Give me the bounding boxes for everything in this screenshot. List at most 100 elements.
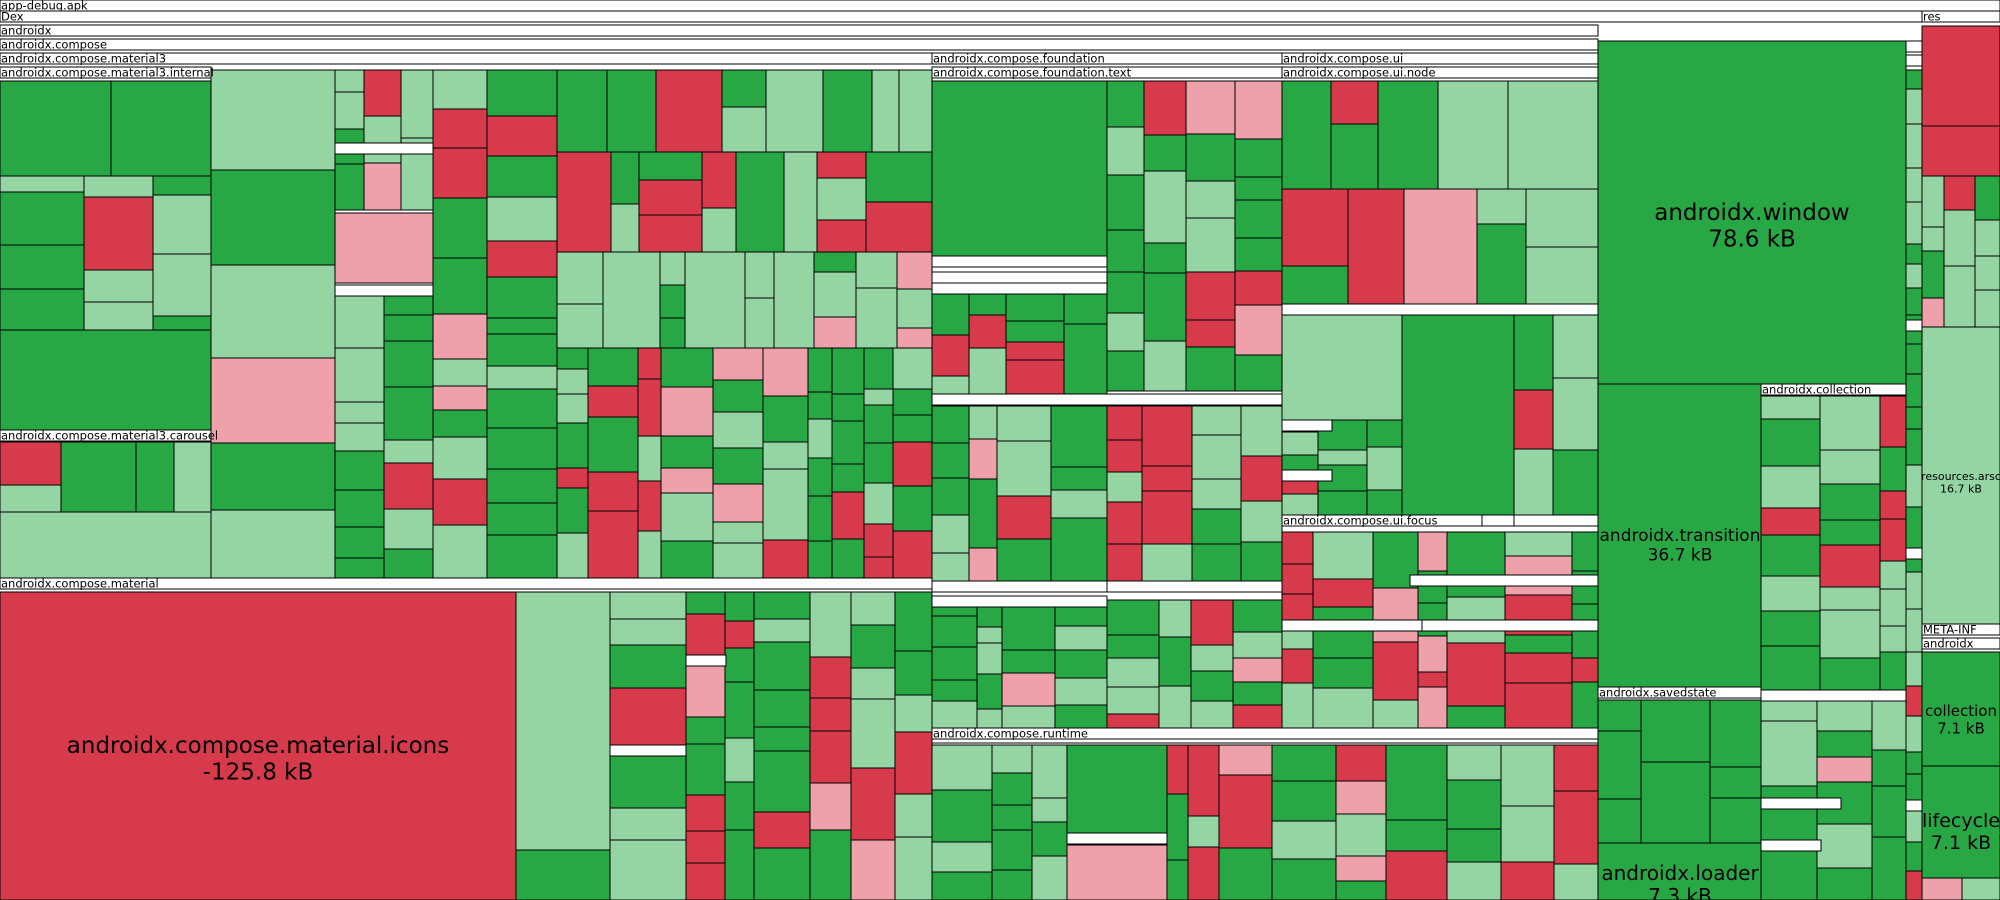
treemap-cell [712, 542, 764, 579]
treemap-cell [1312, 531, 1374, 580]
group-header [0, 66, 212, 79]
treemap-cell [1879, 625, 1907, 653]
treemap-cell [638, 151, 703, 181]
treemap-cell [685, 613, 726, 656]
treemap-cell [587, 510, 639, 579]
node-collection [1921, 651, 2000, 767]
group-label: androidx.compose.ui.node [1283, 66, 1436, 80]
treemap-cell [863, 556, 894, 579]
treemap-cell [1905, 870, 1923, 900]
treemap-cell [334, 401, 385, 424]
treemap-cell [762, 468, 809, 541]
treemap-cell [850, 767, 896, 841]
treemap-cell [753, 726, 811, 752]
treemap-cell [0, 441, 62, 486]
node-window [1597, 40, 1907, 385]
treemap-cell [1063, 323, 1108, 395]
treemap-cell [1905, 464, 1923, 508]
treemap-cell [1921, 250, 1945, 299]
treemap-cell [1240, 455, 1283, 502]
treemap-cell [1500, 744, 1555, 807]
treemap-cell [210, 169, 336, 266]
treemap-cell [1879, 560, 1907, 590]
treemap-cell [892, 388, 933, 416]
treemap-cell [968, 314, 1007, 349]
treemap-cell [892, 530, 933, 579]
treemap-cell [850, 667, 896, 700]
treemap-cell [724, 781, 755, 831]
group-label: androidx.compose.foundation.text [933, 66, 1132, 80]
empty-node [1905, 319, 1923, 332]
treemap-cell [655, 69, 723, 153]
lifecycle-name: lifecycle [1922, 810, 2000, 832]
group-header [0, 577, 933, 590]
treemap-cell [1218, 744, 1273, 776]
empty-node [334, 284, 434, 297]
treemap-cell [1187, 846, 1220, 900]
treemap-cell [334, 526, 385, 559]
treemap-cell [1218, 774, 1273, 849]
treemap-cell [660, 540, 714, 579]
group-label: androidx.compose.material3.internal [1, 66, 214, 80]
treemap-cell [1401, 304, 1515, 516]
treemap-cell [1141, 490, 1193, 545]
treemap-cell [1417, 531, 1448, 572]
treemap-cell [996, 495, 1052, 540]
treemap-cell [1385, 819, 1448, 852]
treemap-cell [1141, 465, 1193, 492]
treemap-cell [1905, 807, 1923, 843]
treemap-cell [556, 347, 589, 370]
treemap-cell [931, 615, 978, 648]
treemap-cell [724, 647, 755, 683]
treemap-cell [1005, 289, 1065, 322]
treemap-cell [1366, 446, 1403, 491]
treemap-cell [753, 847, 811, 900]
treemap-cell [753, 750, 811, 813]
group-label: Dex [1, 10, 24, 24]
empty-node [1281, 419, 1333, 432]
treemap-cell [931, 334, 970, 377]
treemap-cell [831, 347, 865, 395]
treemap-cell [609, 618, 687, 646]
treemap-cell [1330, 123, 1379, 190]
treemap-cell [637, 378, 662, 437]
treemap-cell [850, 839, 896, 900]
treemap-cell [1050, 517, 1108, 582]
treemap-cell [1525, 188, 1599, 248]
treemap-cell [1185, 319, 1236, 348]
treemap-cell [813, 271, 857, 318]
empty-node [1066, 832, 1168, 845]
treemap-cell [1141, 543, 1193, 582]
empty-node [1760, 839, 1822, 852]
empty-node [1905, 547, 1923, 560]
treemap-cell [1871, 785, 1907, 838]
treemap-cell [1819, 586, 1881, 611]
treemap-cell [609, 687, 687, 754]
treemap-cell [1446, 779, 1502, 830]
treemap-cell [1158, 636, 1192, 687]
treemap-cell [1709, 699, 1762, 768]
treemap-cell [383, 295, 434, 316]
treemap-cell [1760, 575, 1821, 612]
treemap-cell [783, 151, 818, 253]
treemap-cell [865, 151, 933, 203]
treemap-cell [968, 547, 998, 582]
treemap-cell [1185, 346, 1236, 392]
treemap-cell [334, 163, 365, 211]
treemap-cell [1571, 657, 1599, 683]
group-label: res [1923, 10, 1941, 24]
treemap-cell [931, 80, 1108, 257]
group-header [1597, 686, 1762, 699]
treemap-cell [1372, 699, 1419, 733]
treemap-cell [609, 807, 687, 841]
treemap-cell [721, 106, 767, 153]
treemap-cell [996, 440, 1052, 497]
group-header [1281, 66, 1599, 79]
treemap-cell [486, 276, 558, 319]
treemap-cell [831, 538, 865, 579]
empty-node [1513, 514, 1599, 527]
empty-node [334, 142, 434, 155]
treemap-cell [701, 207, 737, 253]
treemap-cell [609, 752, 687, 809]
treemap-cell [1905, 651, 1923, 687]
